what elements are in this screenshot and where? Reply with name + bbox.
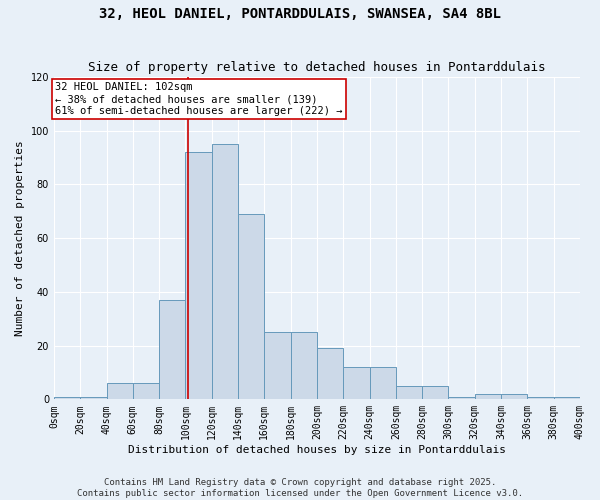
Bar xyxy=(54,396,80,400)
Bar xyxy=(133,383,159,400)
Bar xyxy=(396,386,422,400)
Text: Contains HM Land Registry data © Crown copyright and database right 2025.
Contai: Contains HM Land Registry data © Crown c… xyxy=(77,478,523,498)
Bar xyxy=(265,332,290,400)
Bar xyxy=(422,386,448,400)
Bar xyxy=(107,383,133,400)
Text: 32, HEOL DANIEL, PONTARDDULAIS, SWANSEA, SA4 8BL: 32, HEOL DANIEL, PONTARDDULAIS, SWANSEA,… xyxy=(99,8,501,22)
Bar xyxy=(501,394,527,400)
Bar xyxy=(317,348,343,400)
Bar xyxy=(238,214,265,400)
Y-axis label: Number of detached properties: Number of detached properties xyxy=(15,140,25,336)
Bar xyxy=(80,396,107,400)
Bar xyxy=(370,367,396,400)
Bar xyxy=(554,396,580,400)
X-axis label: Distribution of detached houses by size in Pontarddulais: Distribution of detached houses by size … xyxy=(128,445,506,455)
Bar xyxy=(185,152,212,400)
Bar xyxy=(159,300,185,400)
Bar xyxy=(580,394,600,400)
Bar xyxy=(212,144,238,400)
Bar xyxy=(527,396,554,400)
Bar xyxy=(475,394,501,400)
Title: Size of property relative to detached houses in Pontarddulais: Size of property relative to detached ho… xyxy=(88,62,546,74)
Bar xyxy=(290,332,317,400)
Bar xyxy=(448,396,475,400)
Text: 32 HEOL DANIEL: 102sqm
← 38% of detached houses are smaller (139)
61% of semi-de: 32 HEOL DANIEL: 102sqm ← 38% of detached… xyxy=(55,82,343,116)
Bar xyxy=(343,367,370,400)
